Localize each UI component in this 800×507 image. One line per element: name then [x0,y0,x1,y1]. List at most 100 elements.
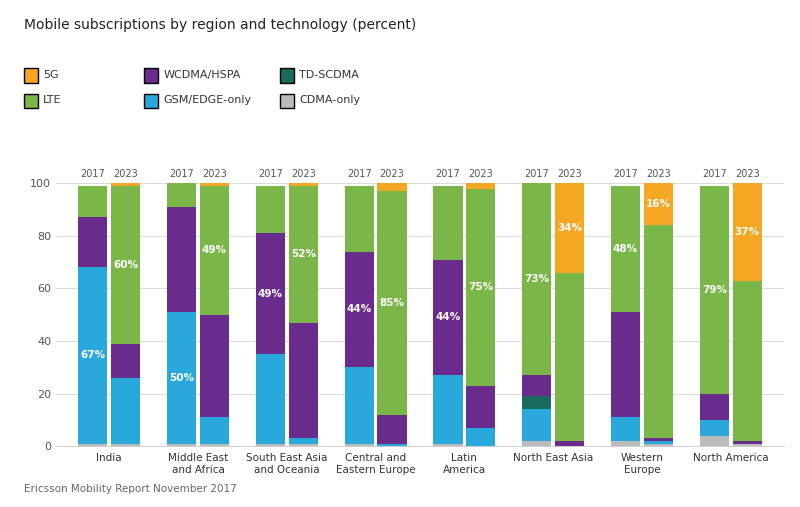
Bar [733,280,762,441]
Bar [611,312,640,417]
Bar [522,375,551,396]
Bar [434,375,462,444]
Text: 67%: 67% [80,350,106,360]
Bar [200,417,229,444]
Bar [522,396,551,409]
Text: 5G: 5G [43,69,59,80]
Bar [434,186,462,260]
Text: 75%: 75% [468,282,494,292]
Bar [200,444,229,446]
Text: TD-SCDMA: TD-SCDMA [299,69,359,80]
Bar [378,444,406,446]
Bar [700,393,729,420]
Bar [555,441,584,446]
Bar [611,186,640,312]
Bar [700,420,729,436]
Text: 2017: 2017 [613,169,638,179]
Bar [611,417,640,441]
Bar [466,189,495,386]
Text: 50%: 50% [169,373,194,383]
Bar [345,444,374,446]
Bar [700,436,729,446]
Text: GSM/EDGE-only: GSM/EDGE-only [163,95,251,105]
Bar [111,378,140,444]
Bar [555,273,584,441]
Text: CDMA-only: CDMA-only [299,95,360,105]
Bar [700,186,729,393]
Text: WCDMA/HSPA: WCDMA/HSPA [163,69,241,80]
Bar [434,260,462,375]
Bar [289,183,318,186]
Text: 60%: 60% [113,260,138,270]
Bar [78,444,107,446]
Bar [644,183,673,225]
Text: 2017: 2017 [702,169,726,179]
Bar [644,225,673,438]
Bar [733,444,762,446]
Text: 2023: 2023 [469,169,493,179]
Text: 44%: 44% [346,305,372,314]
Bar [167,183,196,207]
Text: 2017: 2017 [435,169,460,179]
Text: 2023: 2023 [380,169,405,179]
Text: Ericsson Mobility Report November 2017: Ericsson Mobility Report November 2017 [24,484,237,494]
Bar [111,183,140,186]
Text: 73%: 73% [524,274,550,284]
Bar [289,186,318,322]
Bar [200,186,229,315]
Bar [200,183,229,186]
Bar [522,183,551,375]
Text: 2017: 2017 [524,169,549,179]
Bar [111,344,140,378]
Bar [466,183,495,189]
Text: 2023: 2023 [558,169,582,179]
Bar [345,367,374,444]
Bar [644,441,673,444]
Text: 2023: 2023 [646,169,670,179]
Bar [289,438,318,444]
Bar [289,444,318,446]
Bar [522,409,551,441]
Text: 85%: 85% [379,298,405,308]
Bar [111,444,140,446]
Bar [78,218,107,267]
Text: 79%: 79% [702,285,727,295]
Bar [378,191,406,415]
Bar [644,444,673,446]
Text: 37%: 37% [734,227,760,237]
Bar [466,386,495,428]
Bar [256,444,285,446]
Text: 48%: 48% [613,244,638,254]
Text: 34%: 34% [557,223,582,233]
Bar [611,441,640,446]
Text: 2017: 2017 [170,169,194,179]
Bar [78,267,107,444]
Bar [733,441,762,444]
Text: 2023: 2023 [291,169,316,179]
Bar [345,186,374,251]
Bar [644,438,673,441]
Bar [111,186,140,344]
Bar [378,415,406,444]
Bar [256,186,285,233]
Bar [289,322,318,438]
Bar [167,207,196,312]
Text: Mobile subscriptions by region and technology (percent): Mobile subscriptions by region and techn… [24,18,416,32]
Text: 16%: 16% [646,199,671,209]
Text: 2023: 2023 [202,169,227,179]
Bar [167,444,196,446]
Bar [256,354,285,444]
Text: 52%: 52% [290,249,316,259]
Bar [256,233,285,354]
Text: 2023: 2023 [114,169,138,179]
Text: 49%: 49% [258,288,283,299]
Bar [522,441,551,446]
Bar [378,183,406,191]
Bar [466,428,495,446]
Bar [434,444,462,446]
Bar [733,183,762,280]
Text: 2017: 2017 [347,169,371,179]
Bar [555,183,584,273]
Text: 2023: 2023 [734,169,759,179]
Text: 2017: 2017 [258,169,282,179]
